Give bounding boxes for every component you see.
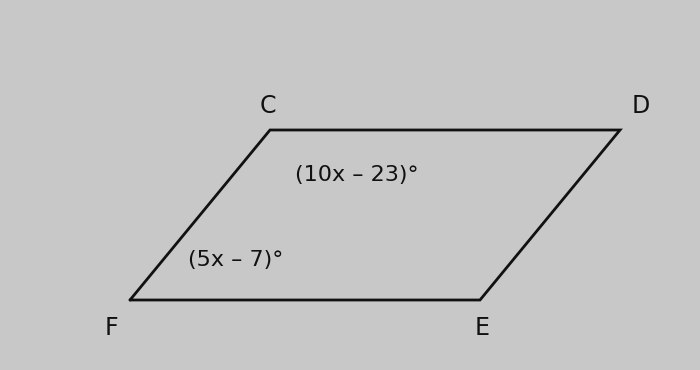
Text: E: E [475,316,489,340]
Text: (5x – 7)°: (5x – 7)° [188,250,284,270]
Text: F: F [104,316,118,340]
Text: D: D [632,94,650,118]
Text: (10x – 23)°: (10x – 23)° [295,165,419,185]
Text: C: C [260,94,276,118]
